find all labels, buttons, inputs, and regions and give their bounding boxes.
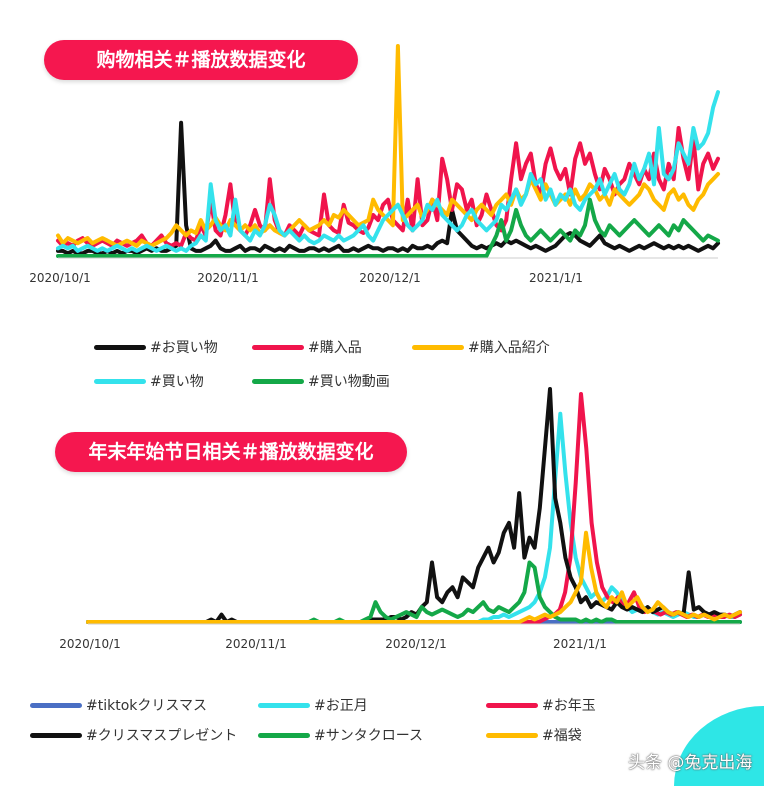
corner-decoration xyxy=(674,706,764,786)
legend-label: #クリスマスプレゼント xyxy=(86,728,238,744)
watermark: 头条 @兔克出海 xyxy=(628,753,753,773)
series-line-1-3 xyxy=(56,90,720,253)
legend-swatch xyxy=(94,378,146,384)
series-line-1-2 xyxy=(56,44,720,248)
legend-item-1-1: #購入品 xyxy=(252,337,362,357)
series-line-2-3 xyxy=(86,387,742,624)
legend-swatch xyxy=(94,344,146,350)
legend-swatch xyxy=(486,702,538,708)
legend-swatch xyxy=(30,702,82,708)
legend-item-2-2: #お年玉 xyxy=(486,695,596,715)
series-line-1-0 xyxy=(56,120,720,256)
legend-label: #お年玉 xyxy=(542,698,596,714)
x-tick-label-2-1: 2020/11/1 xyxy=(225,637,287,651)
legend-item-1-0: #お買い物 xyxy=(94,337,218,357)
legend-label: #サンタクロース xyxy=(314,728,424,744)
legend-item-1-4: #買い物動画 xyxy=(252,371,390,391)
series-line-1-4 xyxy=(56,197,720,258)
legend-item-2-5: #福袋 xyxy=(486,725,582,745)
legend-item-1-2: #購入品紹介 xyxy=(412,337,550,357)
legend-swatch xyxy=(258,732,310,738)
x-tick-label-2-3: 2021/1/1 xyxy=(553,637,607,651)
legend-swatch xyxy=(252,378,304,384)
section-title-shopping: 购物相关＃播放数据变化 xyxy=(44,40,358,80)
series-line-2-2 xyxy=(86,392,742,624)
legend-item-2-1: #お正月 xyxy=(258,695,368,715)
x-tick-label-2-0: 2020/10/1 xyxy=(59,637,121,651)
series-line-2-1 xyxy=(86,411,742,624)
series-line-2-5 xyxy=(86,530,742,624)
x-tick-label-2-2: 2020/12/1 xyxy=(385,637,447,651)
legend-swatch xyxy=(412,344,464,350)
legend-label: #お買い物 xyxy=(150,340,218,356)
legend-label: #購入品紹介 xyxy=(468,340,550,356)
x-tick-label-1-2: 2020/12/1 xyxy=(359,271,421,285)
legend-label: #tiktokクリスマス xyxy=(86,698,207,714)
legend-swatch xyxy=(486,732,538,738)
legend-label: #買い物 xyxy=(150,374,204,390)
legend-item-1-3: #買い物 xyxy=(94,371,204,391)
legend-item-2-0: #tiktokクリスマス xyxy=(30,695,207,715)
legend-item-2-3: #クリスマスプレゼント xyxy=(30,725,237,745)
legend-label: #お正月 xyxy=(314,698,368,714)
series-line-1-1 xyxy=(56,126,720,248)
legend-label: #購入品 xyxy=(308,340,362,356)
section-title-new-year: 年末年始节日相关＃播放数据变化 xyxy=(55,432,407,472)
x-tick-label-1-0: 2020/10/1 xyxy=(29,271,91,285)
new-year-line-chart: 2020/10/1 2020/11/1 2020/12/1 2021/1/1 xyxy=(59,387,742,651)
x-tick-label-1-3: 2021/1/1 xyxy=(529,271,583,285)
legend-swatch xyxy=(258,702,310,708)
shopping-line-chart: 2020/10/1 2020/11/1 2020/12/1 2021/1/1 xyxy=(29,44,720,285)
x-tick-label-1-1: 2020/11/1 xyxy=(197,271,259,285)
legend-label: #買い物動画 xyxy=(308,374,390,390)
legend-swatch xyxy=(252,344,304,350)
legend-swatch xyxy=(30,732,82,738)
legend-label: #福袋 xyxy=(542,728,582,744)
legend-item-2-4: #サンタクロース xyxy=(258,725,423,745)
